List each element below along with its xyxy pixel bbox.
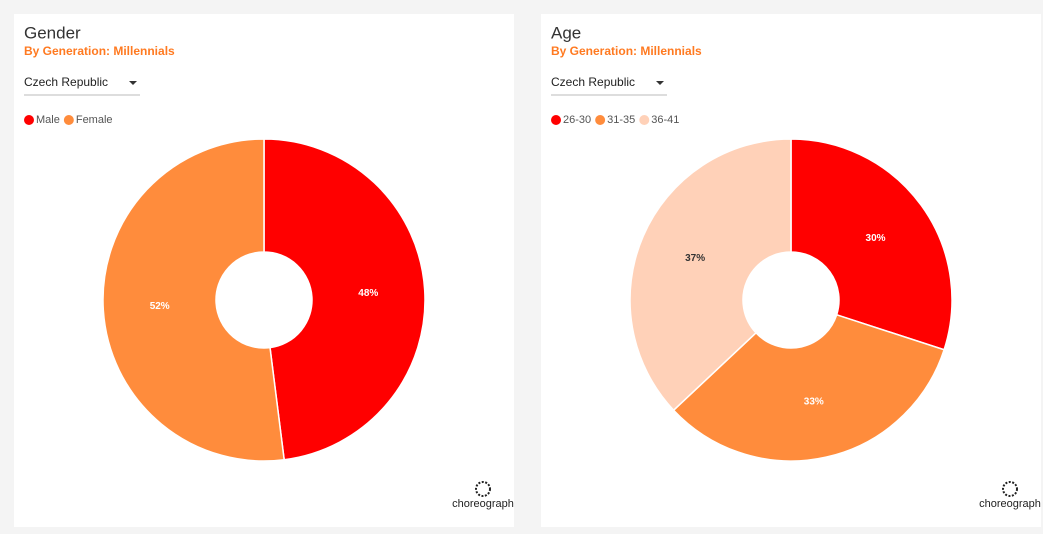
slice-label: 30% (866, 233, 886, 244)
logo-text: choreograph (979, 498, 1041, 510)
dropdown-arrow[interactable] (656, 81, 664, 85)
legend-swatch (551, 115, 561, 125)
legend-swatch (595, 115, 606, 125)
slice-label: 52% (150, 301, 170, 312)
card-subtitle: By Generation: Millennials (24, 44, 175, 58)
logo-text: choreograph (452, 498, 514, 510)
donut-slice (672, 313, 946, 462)
logo-icon (475, 481, 491, 497)
donut-slice (629, 138, 792, 412)
donut-slice (790, 138, 953, 351)
legend-swatch (24, 115, 34, 125)
legend-swatch (639, 115, 650, 125)
card-title: Gender (24, 23, 81, 42)
legend-label: Female (76, 114, 113, 126)
slice-label: 37% (685, 253, 705, 264)
slice-label: 48% (358, 288, 378, 299)
donut-slice (263, 138, 426, 461)
dropdown-text[interactable]: Czech Republic (24, 75, 108, 89)
dropdown-text[interactable]: Czech Republic (551, 75, 635, 89)
legend-label: 36-41 (651, 114, 679, 126)
legend-swatch (63, 115, 74, 125)
card-subtitle: By Generation: Millennials (551, 44, 702, 58)
legend-label: Male (36, 114, 60, 126)
dropdown-arrow[interactable] (129, 81, 137, 85)
legend-label: 31-35 (607, 114, 635, 126)
donut-slice (102, 138, 286, 462)
logo-icon (1002, 481, 1018, 497)
legend-label: 26-30 (563, 114, 591, 126)
card-title: Age (551, 23, 581, 42)
slice-label: 33% (804, 397, 824, 408)
